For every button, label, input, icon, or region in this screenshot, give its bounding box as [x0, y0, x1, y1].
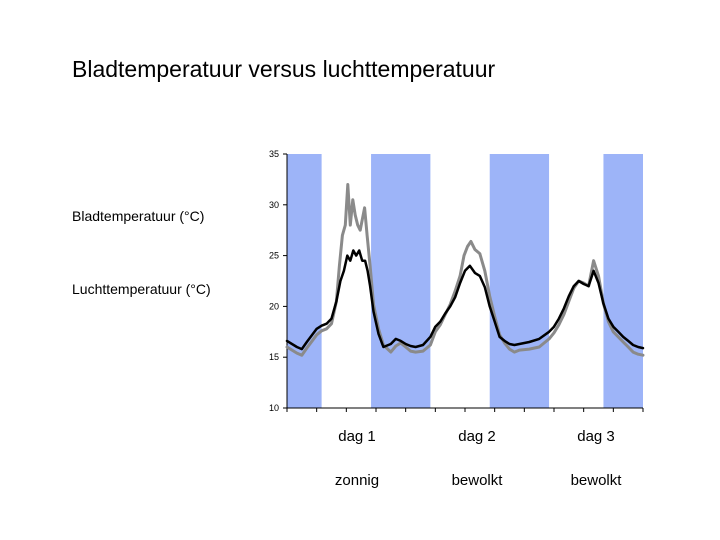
day-label-2: dag 2 [458, 428, 496, 445]
y-tick-label: 20 [269, 301, 279, 311]
chart-axes: 35 30 25 20 15 10 [269, 149, 644, 413]
day-label-1: dag 1 [338, 428, 376, 445]
night-band-4 [603, 154, 643, 408]
y-tick-label: 10 [269, 403, 279, 413]
air-temperature-line [285, 249, 645, 351]
weather-label-1: zonnig [334, 472, 380, 489]
slide-title: Bladtemperatuur versus luchttemperatuur [72, 56, 496, 82]
y-tick-label: 15 [269, 352, 279, 362]
y-tick-label: 30 [269, 200, 279, 210]
legend-air-temperature: Luchttemperatuur (°C) [72, 281, 211, 297]
weather-label-2: bewolkt [451, 472, 503, 489]
night-band-1 [287, 154, 322, 408]
night-band-3 [489, 154, 550, 408]
weather-label-3: bewolkt [570, 472, 622, 489]
night-band-2 [371, 154, 431, 408]
series-lines [285, 183, 645, 357]
y-tick-label: 35 [269, 149, 279, 159]
night-bands [287, 154, 643, 408]
day-label-3: dag 3 [577, 428, 615, 445]
legend-leaf-temperature: Bladtemperatuur (°C) [72, 208, 205, 224]
y-tick-label: 25 [269, 251, 279, 261]
